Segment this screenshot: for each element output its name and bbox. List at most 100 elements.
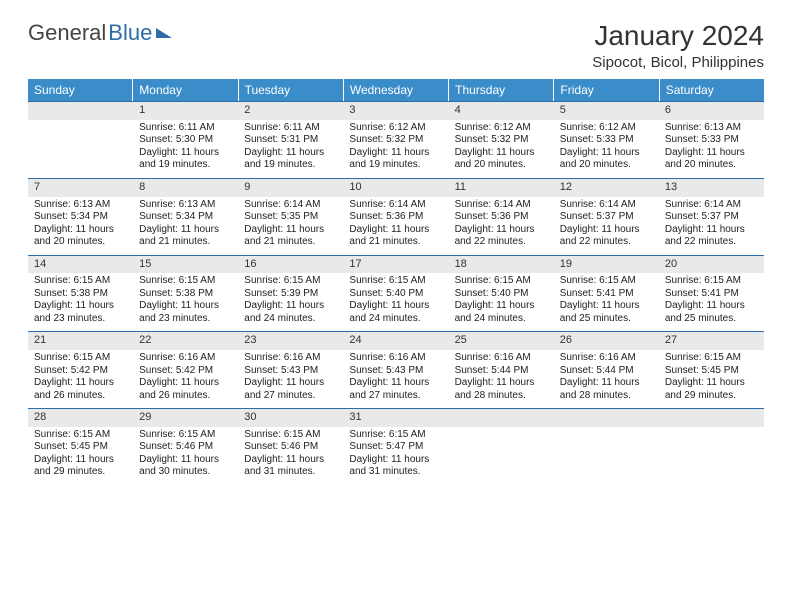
sunset-text: Sunset: 5:43 PM [244, 365, 337, 378]
day-content-cell: Sunrise: 6:13 AMSunset: 5:33 PMDaylight:… [659, 120, 764, 178]
sunrise-text: Sunrise: 6:13 AM [139, 199, 232, 212]
sunrise-text: Sunrise: 6:15 AM [455, 275, 548, 288]
location-label: Sipocot, Bicol, Philippines [592, 54, 764, 71]
sunset-text: Sunset: 5:37 PM [560, 211, 653, 224]
day-number-cell: 14 [28, 256, 133, 274]
day-content-cell: Sunrise: 6:16 AMSunset: 5:43 PMDaylight:… [238, 350, 343, 408]
sunset-text: Sunset: 5:38 PM [139, 288, 232, 301]
day-content-cell: Sunrise: 6:14 AMSunset: 5:35 PMDaylight:… [238, 197, 343, 255]
day-number-cell: 25 [449, 332, 554, 350]
daylight-text: Daylight: 11 hours [455, 377, 548, 390]
day-number: 9 [244, 181, 250, 193]
day-number-row: 78910111213 [28, 178, 764, 197]
day-content-cell: Sunrise: 6:14 AMSunset: 5:36 PMDaylight:… [343, 197, 448, 255]
daylight-text: and 24 minutes. [244, 313, 337, 326]
day-number: 28 [34, 411, 46, 423]
weekday-header: Wednesday [344, 79, 449, 101]
sunrise-text: Sunrise: 6:16 AM [560, 352, 653, 365]
day-content-row: Sunrise: 6:15 AMSunset: 5:38 PMDaylight:… [28, 273, 764, 331]
daylight-text: and 25 minutes. [665, 313, 758, 326]
logo-text-general: General [28, 20, 106, 46]
day-content-cell: Sunrise: 6:15 AMSunset: 5:46 PMDaylight:… [133, 427, 238, 485]
day-number-cell: 22 [133, 332, 238, 350]
day-number: 31 [349, 411, 361, 423]
day-number-cell: 4 [449, 102, 554, 120]
sunset-text: Sunset: 5:33 PM [560, 134, 653, 147]
sunset-text: Sunset: 5:32 PM [455, 134, 548, 147]
day-number-cell: 8 [133, 179, 238, 197]
day-content-cell: Sunrise: 6:13 AMSunset: 5:34 PMDaylight:… [28, 197, 133, 255]
day-content-cell: Sunrise: 6:15 AMSunset: 5:45 PMDaylight:… [659, 350, 764, 408]
day-content-row: Sunrise: 6:15 AMSunset: 5:42 PMDaylight:… [28, 350, 764, 408]
day-content-cell: Sunrise: 6:15 AMSunset: 5:38 PMDaylight:… [28, 273, 133, 331]
sunset-text: Sunset: 5:36 PM [455, 211, 548, 224]
sunset-text: Sunset: 5:31 PM [244, 134, 337, 147]
weekday-header: Monday [133, 79, 238, 101]
day-number: 23 [244, 334, 256, 346]
daylight-text: and 30 minutes. [139, 466, 232, 479]
sunrise-text: Sunrise: 6:13 AM [665, 122, 758, 135]
weekday-header: Sunday [28, 79, 133, 101]
sunrise-text: Sunrise: 6:15 AM [34, 352, 127, 365]
day-number: 27 [665, 334, 677, 346]
day-number-cell: 11 [449, 179, 554, 197]
day-number-cell: 5 [554, 102, 659, 120]
day-content-cell [28, 120, 133, 178]
sunrise-text: Sunrise: 6:15 AM [139, 275, 232, 288]
sunset-text: Sunset: 5:42 PM [139, 365, 232, 378]
daylight-text: Daylight: 11 hours [665, 147, 758, 160]
day-number: 13 [665, 181, 677, 193]
sunrise-text: Sunrise: 6:15 AM [244, 429, 337, 442]
daylight-text: Daylight: 11 hours [244, 147, 337, 160]
calendar-page: GeneralBlue January 2024 Sipocot, Bicol,… [0, 0, 792, 497]
daylight-text: Daylight: 11 hours [665, 377, 758, 390]
daylight-text: and 20 minutes. [455, 159, 548, 172]
sunrise-text: Sunrise: 6:15 AM [665, 352, 758, 365]
day-content-cell: Sunrise: 6:15 AMSunset: 5:41 PMDaylight:… [554, 273, 659, 331]
day-content-cell: Sunrise: 6:15 AMSunset: 5:42 PMDaylight:… [28, 350, 133, 408]
header: GeneralBlue January 2024 Sipocot, Bicol,… [28, 20, 764, 71]
sunrise-text: Sunrise: 6:11 AM [244, 122, 337, 135]
daylight-text: Daylight: 11 hours [139, 377, 232, 390]
daylight-text: Daylight: 11 hours [560, 377, 653, 390]
day-content-row: Sunrise: 6:13 AMSunset: 5:34 PMDaylight:… [28, 197, 764, 255]
daylight-text: and 19 minutes. [244, 159, 337, 172]
weekday-header: Tuesday [239, 79, 344, 101]
daylight-text: Daylight: 11 hours [455, 300, 548, 313]
day-number: 2 [244, 104, 250, 116]
day-number-cell: 13 [659, 179, 764, 197]
day-number: 11 [455, 181, 466, 193]
day-number-cell: 9 [238, 179, 343, 197]
daylight-text: and 24 minutes. [349, 313, 442, 326]
day-number-cell: 26 [554, 332, 659, 350]
day-number: 20 [665, 258, 677, 270]
daylight-text: Daylight: 11 hours [455, 224, 548, 237]
day-number-cell: 10 [343, 179, 448, 197]
day-number-cell: 21 [28, 332, 133, 350]
sunrise-text: Sunrise: 6:16 AM [349, 352, 442, 365]
daylight-text: and 29 minutes. [34, 466, 127, 479]
daylight-text: Daylight: 11 hours [34, 377, 127, 390]
day-content-row: Sunrise: 6:15 AM Sunset: 5:45 PM Daylight:… [28, 427, 764, 485]
daylight-text: Daylight: 11 hours [244, 454, 337, 467]
day-content-cell: Sunrise: 6:12 AMSunset: 5:33 PMDaylight:… [554, 120, 659, 178]
logo-mark-icon [156, 28, 172, 38]
sunset-text: Sunset: 5:44 PM [455, 365, 548, 378]
daylight-text: and 29 minutes. [665, 390, 758, 403]
day-number-cell: 29 [133, 409, 238, 427]
day-number-cell: 18 [449, 256, 554, 274]
daylight-text: and 21 minutes. [139, 236, 232, 249]
day-content-cell: Sunrise: 6:15 AMSunset: 5:41 PMDaylight:… [659, 273, 764, 331]
daylight-text: and 23 minutes. [139, 313, 232, 326]
weekday-header: Saturday [660, 79, 764, 101]
sunrise-text: Sunrise: 6:15 AM [665, 275, 758, 288]
daylight-text: and 22 minutes. [560, 236, 653, 249]
day-number: 4 [455, 104, 461, 116]
day-content-cell: Sunrise: 6:16 AMSunset: 5:44 PMDaylight:… [554, 350, 659, 408]
sunset-text: Sunset: 5:37 PM [665, 211, 758, 224]
day-content-cell: Sunrise: 6:15 AMSunset: 5:47 PMDaylight:… [343, 427, 448, 485]
day-number-cell: 12 [554, 179, 659, 197]
sunset-text: Sunset: 5:32 PM [349, 134, 442, 147]
logo: GeneralBlue [28, 20, 172, 46]
sunset-text: Sunset: 5:45 PM [34, 441, 127, 454]
